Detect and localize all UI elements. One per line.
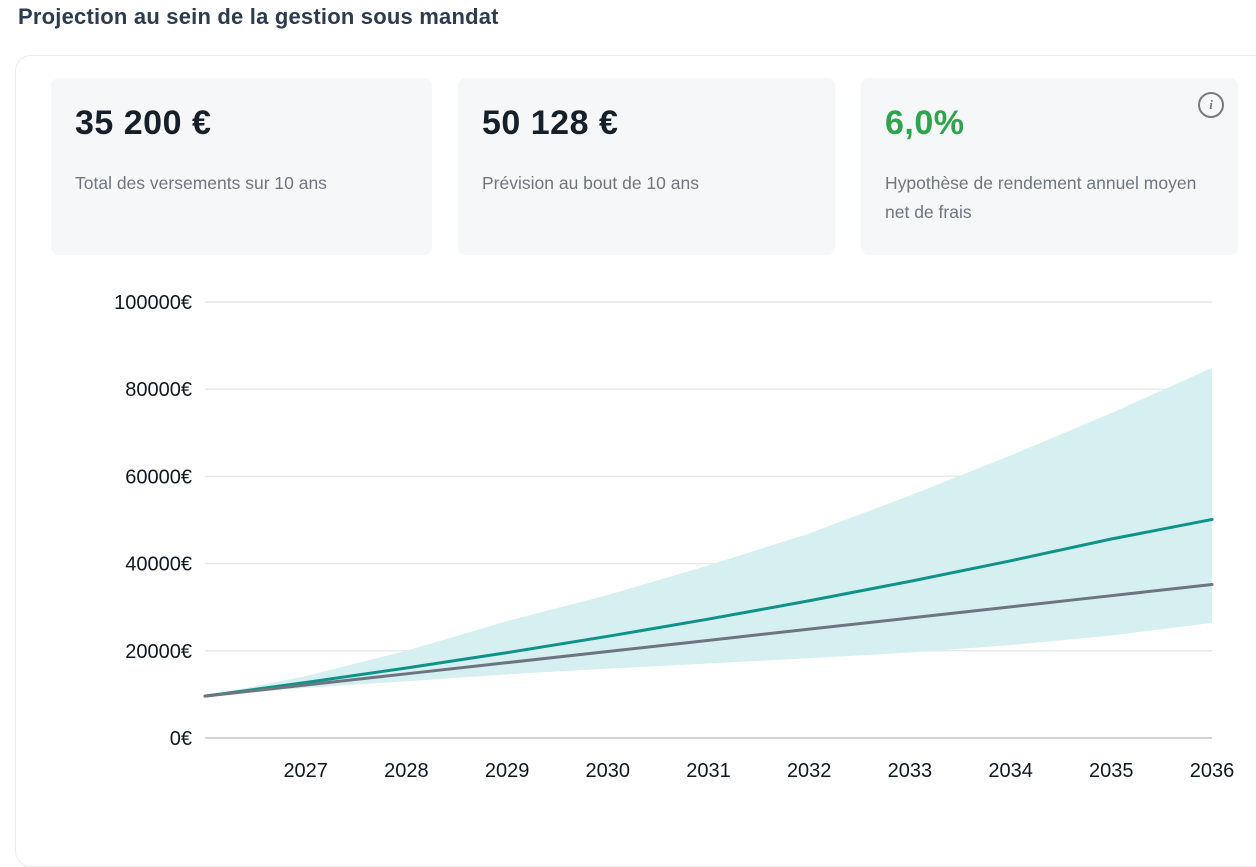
x-tick-label: 2031 [686, 760, 731, 782]
x-tick-label: 2033 [888, 760, 933, 782]
x-tick-label: 2028 [384, 760, 429, 782]
projection-band [205, 367, 1212, 697]
rendement-value: 6,0% [885, 104, 965, 142]
x-tick-label: 2030 [586, 760, 631, 782]
projection-chart: 0€ 20000€ 40000€ 60000€ 80000€ 100000€ 2027 202… [114, 292, 1235, 782]
page-title: Projection au sein de la gestion sous ma… [18, 4, 499, 29]
info-icon[interactable]: i [1198, 92, 1224, 118]
x-tick-label: 2027 [283, 760, 328, 782]
total-versements-label: Total des versements sur 10 ans [75, 173, 327, 193]
rendement-label: Hypothèse de rendement annuel moyen net … [885, 173, 1197, 222]
stat-card-rendement: i 6,0% Hypothèse de rendement annuel moy… [861, 78, 1238, 255]
x-tick-label: 2029 [485, 760, 530, 782]
stat-card-prevision: 50 128 € Prévision au bout de 10 ans [458, 78, 835, 255]
prevision-label: Prévision au bout de 10 ans [482, 173, 699, 193]
stat-card-total-versements: 35 200 € Total des versements sur 10 ans [51, 78, 432, 255]
x-tick-label: 2035 [1089, 760, 1134, 782]
prevision-value: 50 128 € [482, 104, 619, 142]
total-versements-value: 35 200 € [75, 104, 212, 142]
stat-cards-row: 35 200 € Total des versements sur 10 ans… [51, 78, 1238, 255]
total-des-versements-line [203, 583, 1214, 698]
y-tick-label: 20000€ [125, 641, 192, 663]
x-tick-label: 2034 [988, 760, 1033, 782]
y-tick-label: 80000€ [125, 379, 192, 401]
x-tick-label: 2032 [787, 760, 832, 782]
y-tick-label: 100000€ [114, 292, 192, 314]
y-tick-label: 60000€ [125, 466, 192, 488]
prevision-mediane-6pct-line [203, 517, 1214, 698]
x-tick-label: 2036 [1190, 760, 1235, 782]
y-tick-label: 0€ [170, 728, 192, 750]
y-tick-label: 40000€ [125, 554, 192, 576]
